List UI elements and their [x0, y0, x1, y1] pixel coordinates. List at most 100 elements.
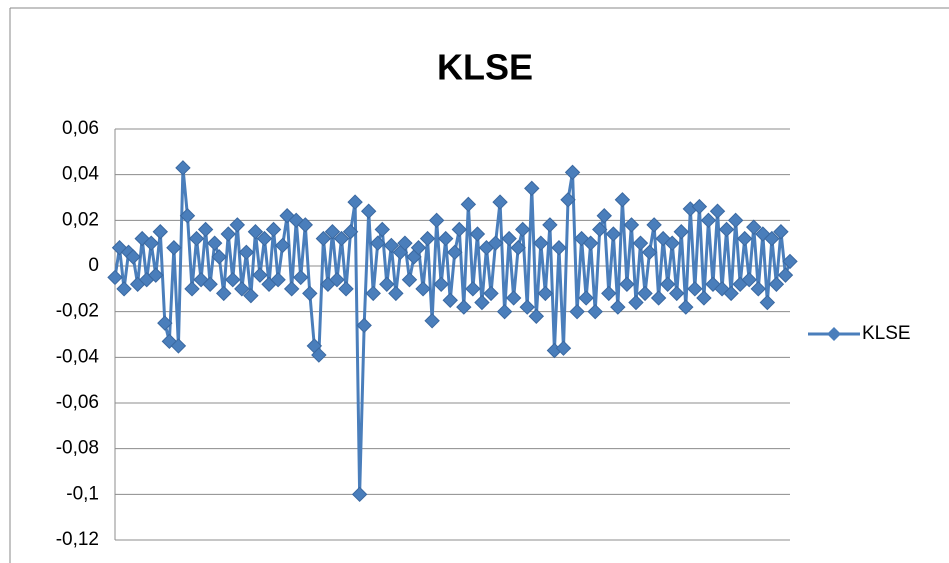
marker — [379, 276, 395, 292]
marker — [723, 285, 739, 302]
marker — [564, 164, 581, 181]
marker — [560, 192, 576, 208]
marker — [351, 486, 368, 503]
marker — [487, 235, 504, 251]
marker — [383, 237, 400, 254]
marker — [234, 281, 250, 297]
marker — [619, 276, 635, 292]
marker — [374, 221, 390, 238]
marker — [256, 230, 273, 247]
y-tick-label: -0,12 — [56, 529, 99, 550]
marker — [524, 180, 540, 197]
marker — [691, 198, 708, 215]
marker — [632, 235, 649, 251]
marker — [537, 285, 554, 302]
marker — [424, 313, 440, 329]
marker — [252, 267, 268, 283]
marker — [152, 224, 169, 240]
marker — [773, 224, 789, 240]
marker — [610, 299, 626, 315]
marker — [592, 221, 608, 238]
marker — [220, 226, 236, 242]
y-tick-label: 0,02 — [62, 209, 99, 230]
marker — [329, 271, 345, 288]
marker — [759, 294, 776, 311]
marker — [741, 271, 757, 288]
marker — [116, 281, 132, 297]
marker — [664, 235, 680, 251]
marker — [727, 212, 744, 229]
marker — [569, 303, 585, 320]
marker — [347, 194, 363, 210]
marker — [175, 160, 191, 176]
marker — [519, 299, 535, 315]
marker — [388, 285, 404, 302]
marker — [669, 285, 685, 302]
marker — [623, 217, 640, 233]
marker — [687, 281, 703, 297]
marker — [216, 285, 232, 302]
marker — [646, 217, 662, 233]
marker — [605, 226, 622, 242]
marker — [555, 340, 572, 356]
marker — [270, 271, 286, 288]
marker — [197, 221, 214, 238]
y-tick-label: -0,06 — [56, 392, 99, 413]
marker — [247, 224, 264, 240]
marker — [333, 230, 350, 247]
legend-label: KLSE — [862, 323, 911, 344]
marker — [107, 269, 123, 286]
marker — [265, 221, 282, 238]
marker — [410, 240, 427, 256]
marker — [483, 285, 499, 302]
marker — [587, 303, 603, 320]
y-tick-label: -0,04 — [56, 346, 100, 367]
marker — [659, 276, 676, 292]
marker — [533, 235, 549, 251]
marker — [700, 212, 717, 229]
marker — [370, 235, 386, 251]
marker — [460, 196, 477, 213]
y-tick-label: 0,06 — [62, 118, 99, 139]
marker — [125, 249, 141, 265]
marker — [451, 221, 468, 238]
marker — [356, 317, 372, 334]
marker — [492, 194, 508, 210]
marker — [709, 203, 726, 219]
marker — [206, 235, 223, 251]
marker — [315, 230, 332, 247]
marker — [456, 299, 472, 315]
marker — [551, 240, 567, 256]
y-tick-label: -0,02 — [56, 301, 99, 322]
marker — [188, 230, 205, 247]
marker — [324, 224, 341, 240]
marker — [415, 281, 431, 297]
y-tick-label: -0,1 — [66, 483, 99, 504]
marker — [166, 240, 182, 256]
marker — [515, 221, 531, 238]
marker — [243, 287, 259, 304]
marker — [397, 235, 413, 251]
marker — [578, 290, 594, 306]
marker — [777, 267, 794, 283]
marker — [465, 281, 481, 297]
marker — [614, 192, 631, 208]
marker — [582, 235, 599, 251]
marker — [764, 230, 780, 247]
marker — [342, 224, 359, 240]
marker — [229, 217, 246, 233]
marker — [433, 276, 449, 292]
marker — [447, 244, 463, 261]
marker — [202, 276, 218, 292]
marker — [437, 230, 454, 247]
marker — [360, 203, 377, 219]
marker — [442, 292, 458, 308]
marker — [736, 230, 753, 247]
marker — [673, 224, 689, 240]
marker — [184, 281, 200, 297]
marker — [179, 208, 196, 224]
marker — [293, 269, 309, 286]
legend-marker — [827, 327, 841, 341]
